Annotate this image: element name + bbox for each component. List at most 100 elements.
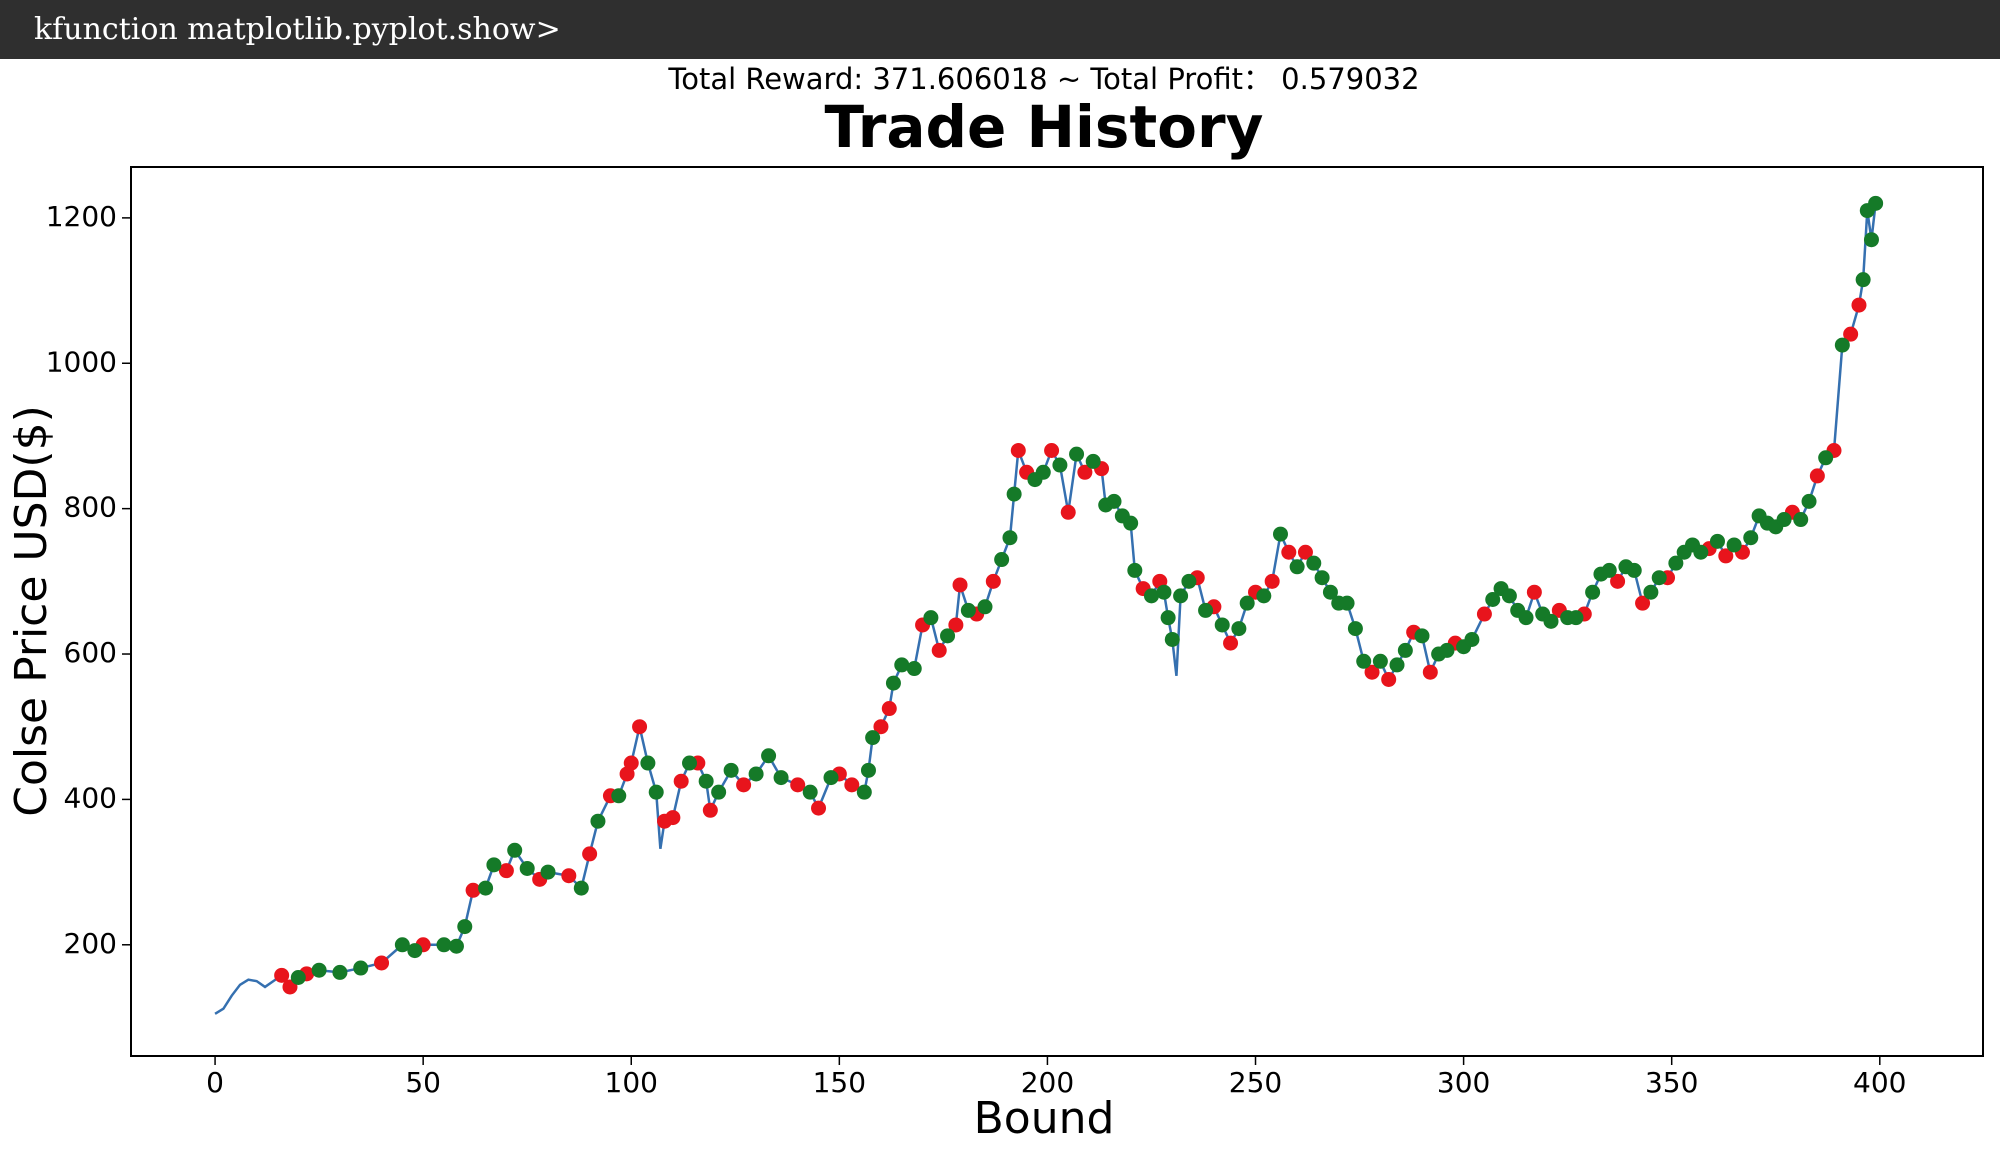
- trade-marker: [1743, 530, 1759, 546]
- trade-marker: [1389, 657, 1405, 673]
- trade-marker: [1372, 653, 1388, 669]
- trade-marker: [1281, 544, 1297, 560]
- trade-marker: [1568, 610, 1584, 626]
- chart-title: Trade History: [825, 93, 1264, 161]
- trade-marker: [1060, 504, 1076, 520]
- trade-marker: [1668, 555, 1684, 571]
- x-tick-label: 50: [405, 1066, 441, 1099]
- trade-marker: [332, 964, 348, 980]
- trade-marker: [478, 880, 494, 896]
- trade-marker: [736, 777, 752, 793]
- trade-marker: [1085, 453, 1101, 469]
- trade-marker: [1156, 584, 1172, 600]
- trade-marker: [1643, 584, 1659, 600]
- trade-marker: [1214, 617, 1230, 633]
- trade-marker: [665, 810, 681, 826]
- trade-marker: [1863, 232, 1879, 248]
- trade-marker: [952, 577, 968, 593]
- trade-marker: [1106, 493, 1122, 509]
- trade-marker: [1006, 486, 1022, 502]
- trade-marker: [885, 675, 901, 691]
- trade-marker: [1626, 562, 1642, 578]
- trade-marker: [1485, 592, 1501, 608]
- trade-marker: [698, 773, 714, 789]
- trade-marker: [1381, 671, 1397, 687]
- trade-marker: [1364, 664, 1380, 680]
- trade-marker: [682, 755, 698, 771]
- trade-marker: [1052, 457, 1068, 473]
- trade-marker: [1160, 610, 1176, 626]
- trade-marker: [1322, 584, 1338, 600]
- y-tick-label: 1000: [46, 345, 117, 378]
- trade-marker: [648, 784, 664, 800]
- trade-marker: [881, 701, 897, 717]
- chart-subtitle: Total Reward: 371.606018 ~ Total Profit：…: [667, 62, 1419, 96]
- trade-marker: [790, 777, 806, 793]
- trade-marker: [1077, 464, 1093, 480]
- trade-marker: [1651, 570, 1667, 586]
- trade-marker: [1127, 562, 1143, 578]
- trade-marker: [573, 880, 589, 896]
- trade-marker: [1239, 595, 1255, 611]
- trade-marker: [994, 552, 1010, 568]
- trade-marker: [977, 599, 993, 615]
- trade-marker: [519, 860, 535, 876]
- y-tick-label: 600: [64, 636, 117, 669]
- trade-marker: [582, 846, 598, 862]
- x-tick-label: 400: [1853, 1066, 1906, 1099]
- trade-marker: [773, 770, 789, 786]
- trade-marker: [590, 813, 606, 829]
- trade-marker: [1526, 584, 1542, 600]
- trade-marker: [1601, 562, 1617, 578]
- y-tick-label: 400: [64, 781, 117, 814]
- trade-marker: [1818, 450, 1834, 466]
- trade-marker: [723, 762, 739, 778]
- trade-marker: [1264, 573, 1280, 589]
- trade-marker: [407, 943, 423, 959]
- trade-marker: [865, 730, 881, 746]
- trade-marker: [1002, 530, 1018, 546]
- trade-marker: [1776, 512, 1792, 528]
- y-tick-label: 800: [64, 491, 117, 524]
- trade-marker: [1851, 297, 1867, 313]
- trade-marker: [1347, 621, 1363, 637]
- trade-marker: [1610, 573, 1626, 589]
- x-axis-label: Bound: [974, 1093, 1115, 1144]
- trade-marker: [448, 938, 464, 954]
- trade-marker: [1306, 555, 1322, 571]
- trade-marker: [1476, 606, 1492, 622]
- trade-marker: [274, 967, 290, 983]
- trade-marker: [1585, 584, 1601, 600]
- trade-marker: [1173, 588, 1189, 604]
- trade-marker: [561, 868, 577, 884]
- trade-marker: [711, 784, 727, 800]
- trade-marker: [1314, 570, 1330, 586]
- trade-marker: [906, 661, 922, 677]
- trade-marker: [1518, 610, 1534, 626]
- x-tick-label: 300: [1437, 1066, 1490, 1099]
- trade-marker: [1297, 544, 1313, 560]
- y-tick-label: 200: [64, 927, 117, 960]
- trade-marker: [374, 955, 390, 971]
- trade-marker: [894, 657, 910, 673]
- trade-marker: [498, 863, 514, 879]
- plot-frame: [130, 166, 1984, 1057]
- trade-marker: [1164, 631, 1180, 647]
- trade-marker: [436, 937, 452, 953]
- trade-marker: [1356, 653, 1372, 669]
- trade-marker: [1010, 442, 1026, 458]
- trade-marker: [860, 762, 876, 778]
- trade-marker: [1422, 664, 1438, 680]
- trade-marker: [632, 719, 648, 735]
- window-title-bar: kfunction matplotlib.pyplot.show>: [0, 0, 2000, 59]
- trade-marker: [761, 748, 777, 764]
- trade-marker: [1809, 468, 1825, 484]
- price-line: [214, 203, 1877, 1015]
- trade-marker: [1044, 442, 1060, 458]
- trade-marker: [960, 602, 976, 618]
- trade-marker: [923, 610, 939, 626]
- trade-marker: [311, 962, 327, 978]
- trade-marker: [394, 937, 410, 953]
- x-tick-label: 100: [605, 1066, 658, 1099]
